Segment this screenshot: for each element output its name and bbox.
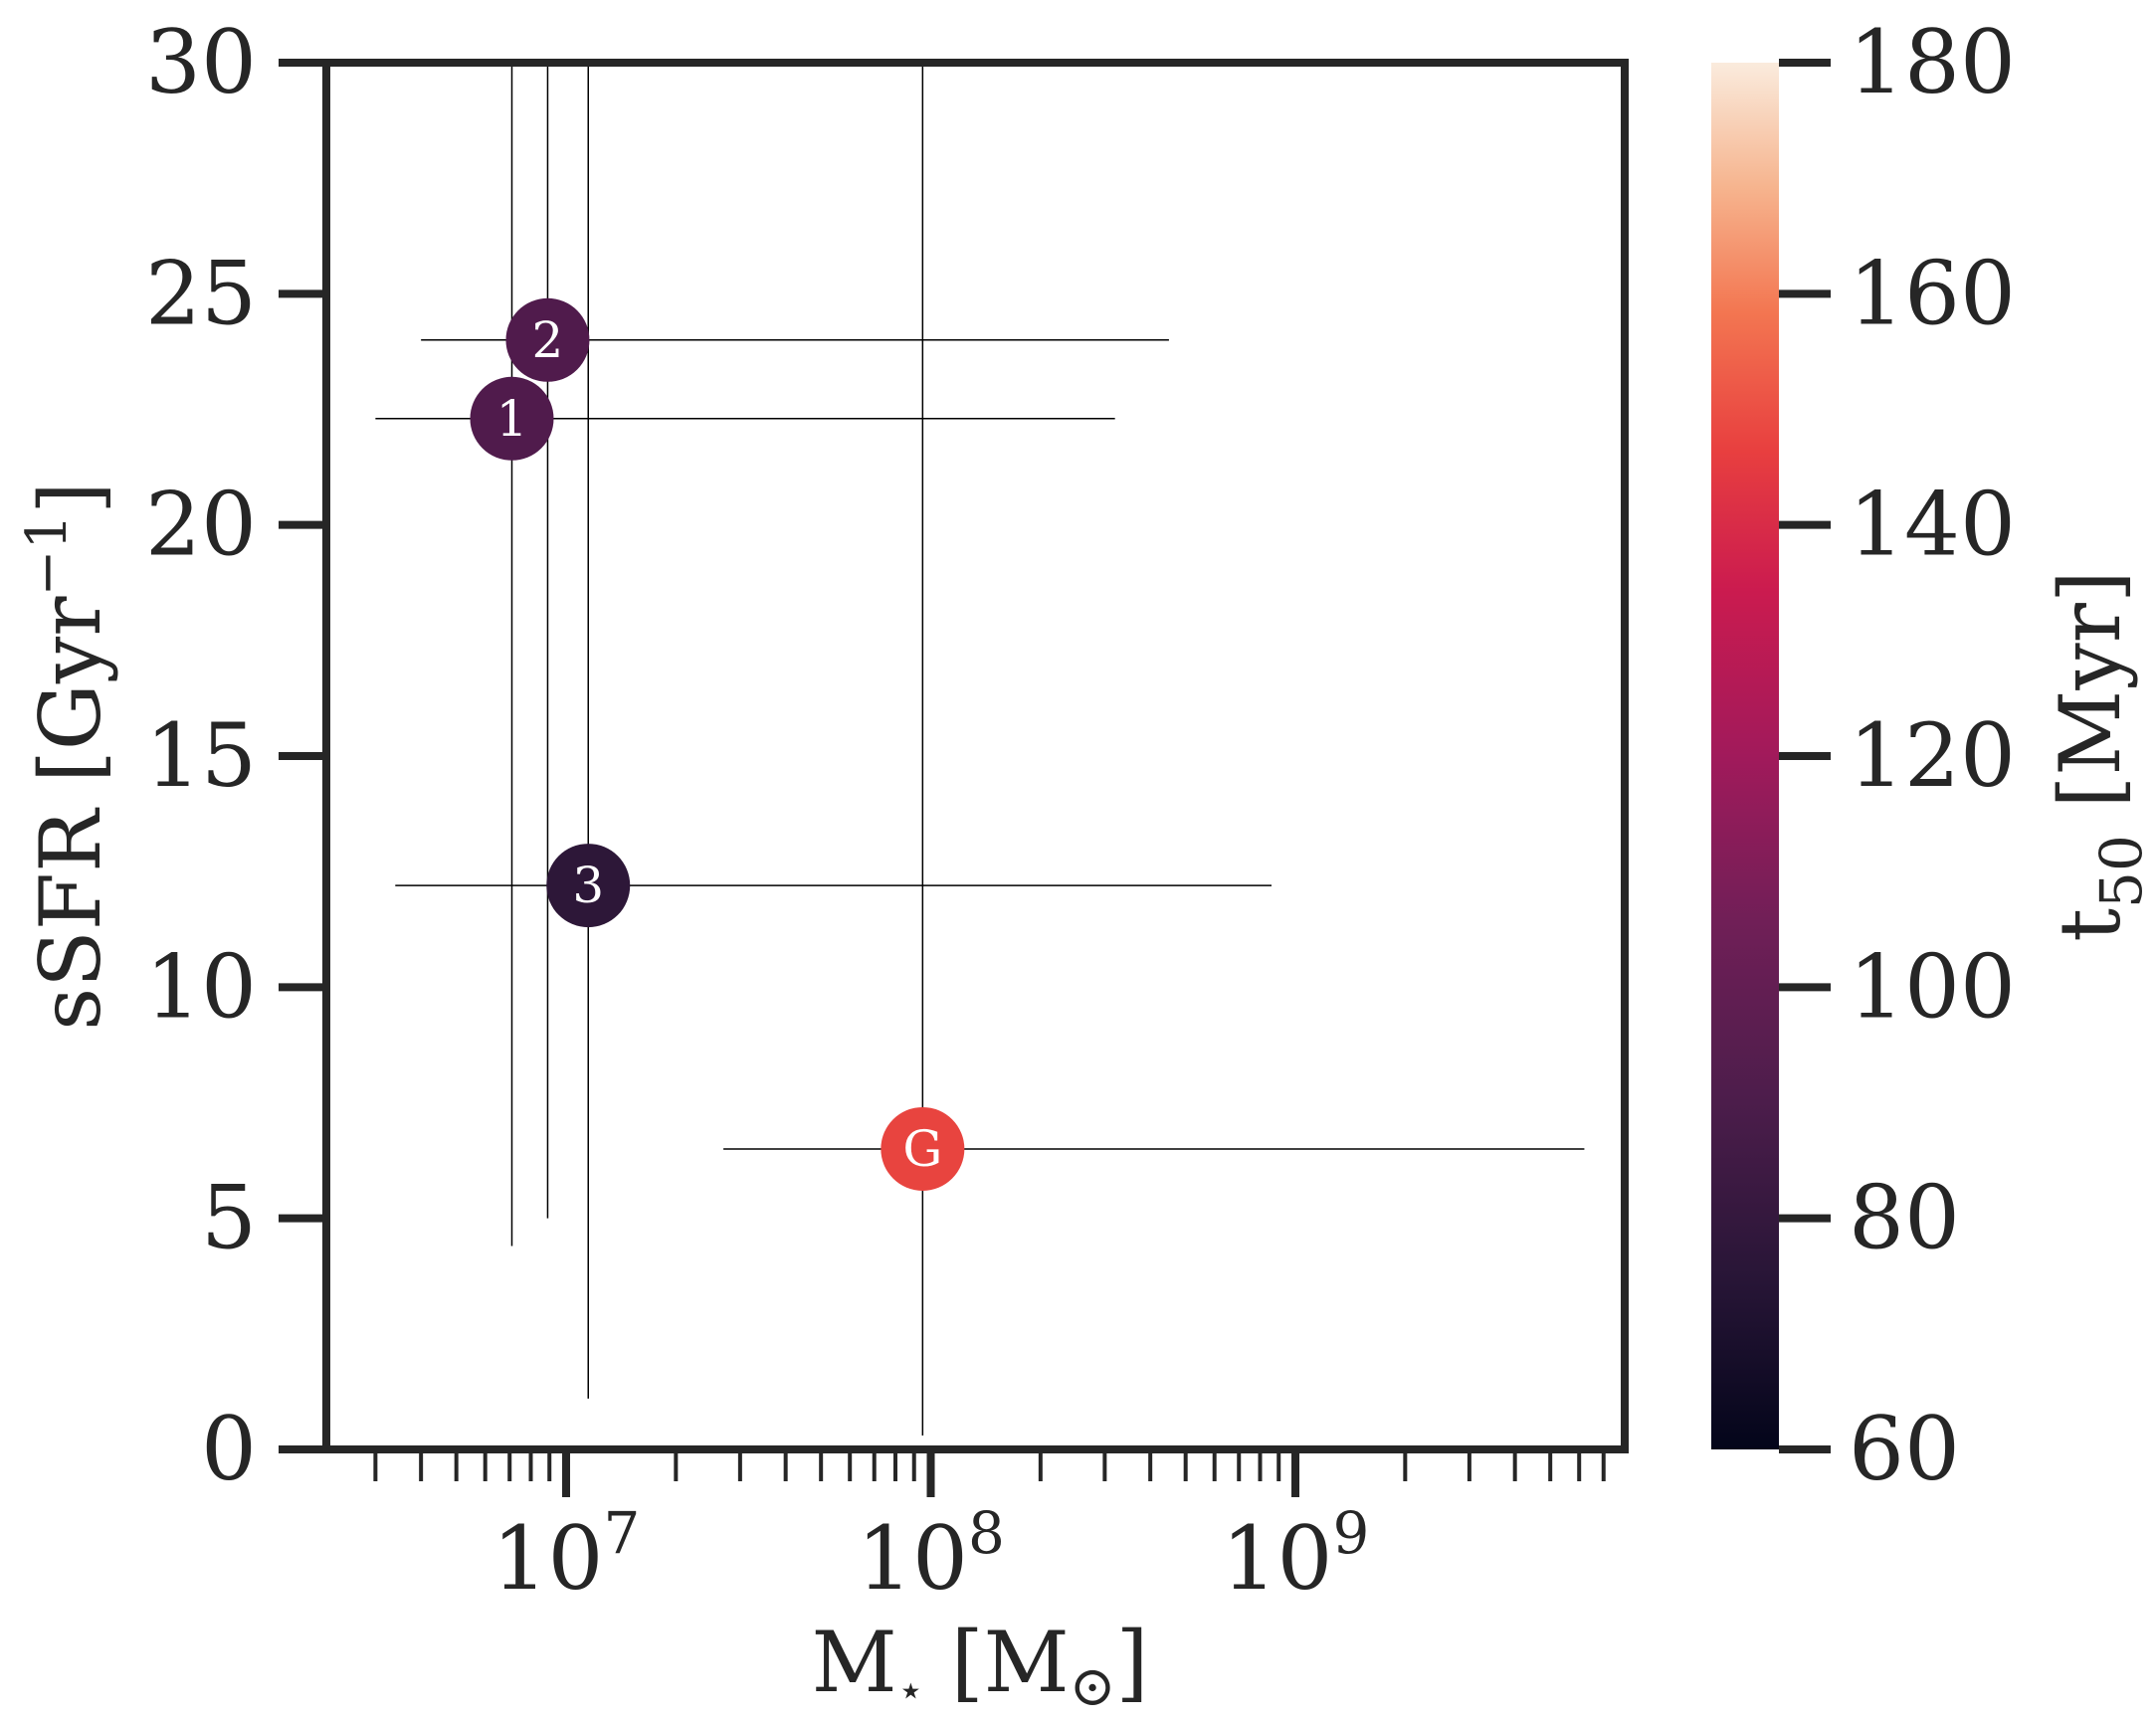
y-tick-label: 5 bbox=[201, 1167, 257, 1269]
y-axis: 0 5 10 15 20 25 30 bbox=[145, 11, 326, 1500]
colorbar-label: t50 [Myr] bbox=[2042, 570, 2155, 941]
colorbar-tick-label: 160 bbox=[1849, 242, 2016, 344]
x-tick-label: 107 bbox=[492, 1499, 641, 1610]
error-bars bbox=[375, 63, 1585, 1437]
x-tick-label: 108 bbox=[857, 1499, 1005, 1610]
y-tick-label: 30 bbox=[145, 11, 257, 113]
data-points: 12 3 G bbox=[470, 297, 965, 1191]
y-tick-label: 15 bbox=[145, 704, 257, 807]
y-tick-label: 20 bbox=[145, 474, 257, 576]
x-axis: 107 108 109 bbox=[373, 1449, 1606, 1610]
y-tick-label: 10 bbox=[145, 935, 257, 1038]
x-tick-label: 109 bbox=[1222, 1499, 1370, 1610]
y-tick-label: 25 bbox=[145, 242, 257, 344]
y-axis-label: sSFR [Gyr−1] bbox=[15, 481, 119, 1031]
colorbar-axis: 60 80 100 120 140 160 180 bbox=[1779, 11, 2016, 1500]
plot-frame bbox=[322, 59, 1629, 1453]
colorbar-tick-label: 180 bbox=[1849, 11, 2016, 113]
point-label-1: 1 bbox=[496, 390, 528, 448]
x-axis-label: M⋆ [M⊙] bbox=[812, 1614, 1149, 1719]
data-point-2 bbox=[505, 297, 590, 382]
data-point-1 bbox=[470, 376, 554, 461]
y-tick-label: 0 bbox=[201, 1398, 257, 1500]
point-label-3: 3 bbox=[572, 857, 604, 914]
colorbar-tick-label: 120 bbox=[1849, 704, 2016, 807]
colorbar-tick-label: 80 bbox=[1849, 1167, 1960, 1269]
colorbar bbox=[1711, 63, 1779, 1449]
data-point-3 bbox=[546, 844, 631, 928]
colorbar-tick-label: 140 bbox=[1849, 474, 2016, 576]
data-point-G bbox=[881, 1106, 965, 1191]
colorbar-tick-label: 60 bbox=[1849, 1398, 1960, 1500]
point-label-G: G bbox=[902, 1120, 942, 1178]
point-label-2: 2 bbox=[532, 311, 564, 369]
colorbar-tick-label: 100 bbox=[1849, 935, 2016, 1038]
